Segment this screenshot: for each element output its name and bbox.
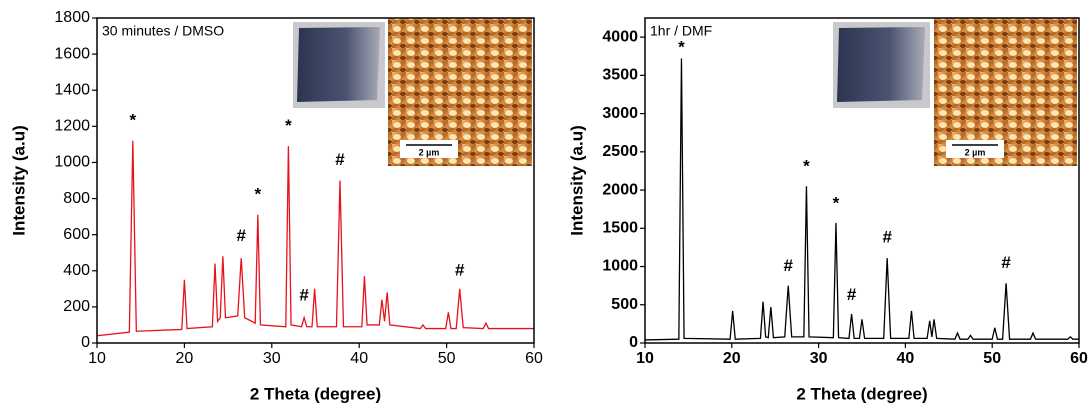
y-tick-label: 0 [81, 334, 90, 351]
plot-frame [644, 17, 1080, 344]
data-line [644, 58, 1079, 341]
peak-marker: # [299, 286, 309, 305]
peak-marker: # [236, 226, 246, 245]
y-tick-label: 2500 [602, 143, 638, 160]
peak-marker: * [803, 157, 810, 176]
peak-marker: # [1001, 253, 1011, 272]
x-tick-label: 30 [810, 350, 828, 367]
peak-marker: * [130, 110, 137, 129]
data-line [96, 140, 534, 337]
panel-note: 1hr / DMF [650, 23, 712, 39]
y-tick-label: 3000 [602, 105, 638, 122]
x-tick-label: 30 [263, 350, 281, 367]
x-tick-label: 10 [88, 350, 106, 367]
y-tick-label: 800 [63, 190, 90, 207]
x-tick-label: 50 [983, 350, 1001, 367]
x-tick-label: 50 [438, 350, 456, 367]
y-tick-label: 1600 [54, 45, 90, 62]
y-tick-label: 1800 [54, 9, 90, 26]
y-axis-title: Intensity (a.u) [9, 125, 28, 236]
y-tick-label: 400 [63, 262, 90, 279]
plot-frame [96, 17, 535, 344]
y-tick-label: 4000 [602, 28, 638, 45]
y-tick-label: 1000 [54, 154, 90, 171]
x-tick-label: 10 [636, 350, 654, 367]
peak-marker: # [335, 150, 345, 169]
peak-marker: # [882, 228, 892, 247]
peak-marker: # [847, 285, 857, 304]
y-tick-label: 1500 [602, 220, 638, 237]
y-tick-label: 0 [629, 334, 638, 351]
peak-marker: * [833, 193, 840, 212]
film-sample [837, 27, 925, 102]
y-tick-label: 1200 [54, 118, 90, 135]
y-tick-label: 2000 [602, 181, 638, 198]
x-tick-label: 60 [1070, 350, 1088, 367]
x-axis-title: 2 Theta (degree) [250, 384, 381, 403]
film-sample [297, 27, 380, 102]
peak-marker: # [455, 260, 465, 279]
x-tick-label: 60 [525, 350, 543, 367]
y-axis-title: Intensity (a.u) [567, 125, 586, 236]
x-tick-label: 40 [897, 350, 915, 367]
panel-note: 30 minutes / DMSO [102, 23, 224, 39]
y-tick-label: 500 [611, 296, 638, 313]
x-axis-title: 2 Theta (degree) [796, 384, 927, 403]
y-tick-label: 3500 [602, 67, 638, 84]
peak-marker: # [783, 256, 793, 275]
x-tick-label: 20 [176, 350, 194, 367]
peak-marker: * [285, 116, 292, 135]
peak-marker: * [678, 37, 685, 56]
x-tick-label: 20 [723, 350, 741, 367]
y-tick-label: 1000 [602, 258, 638, 275]
y-tick-label: 1400 [54, 81, 90, 98]
x-tick-label: 40 [350, 350, 368, 367]
peak-marker: * [255, 184, 262, 203]
y-tick-label: 600 [63, 226, 90, 243]
scale-bar-label: 2 µm [419, 147, 440, 157]
y-tick-label: 200 [63, 298, 90, 315]
scale-bar-label: 2 µm [965, 147, 986, 157]
